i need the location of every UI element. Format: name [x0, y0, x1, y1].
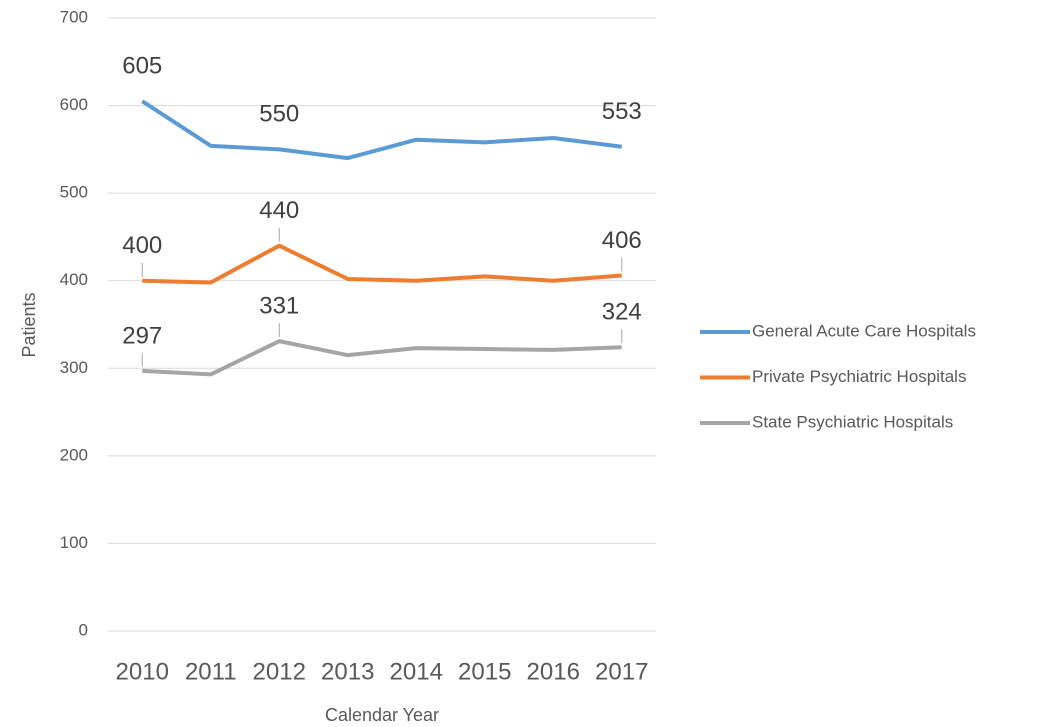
- y-tick-label: 700: [60, 7, 88, 26]
- data-label: 440: [259, 197, 299, 224]
- x-tick-label: 2012: [253, 658, 306, 685]
- x-tick-label: 2016: [527, 658, 580, 685]
- y-tick-label: 400: [60, 270, 88, 289]
- data-label: 324: [602, 299, 642, 326]
- data-label: 605: [122, 53, 162, 80]
- data-label: 406: [602, 227, 642, 254]
- data-label: 297: [122, 322, 162, 349]
- x-axis-title: Calendar Year: [325, 705, 439, 725]
- y-tick-label: 500: [60, 183, 88, 202]
- x-tick-label: 2013: [321, 658, 374, 685]
- data-label: 550: [259, 101, 299, 128]
- data-label: 553: [602, 98, 642, 125]
- data-label: 331: [259, 292, 299, 319]
- data-label: 400: [122, 232, 162, 259]
- x-tick-label: 2017: [595, 658, 648, 685]
- series-line: [142, 339, 622, 377]
- y-tick-label: 100: [60, 533, 88, 552]
- legend-label: General Acute Care Hospitals: [752, 321, 976, 340]
- x-tick-label: 2015: [458, 658, 511, 685]
- x-tick-label: 2014: [390, 658, 443, 685]
- x-tick-label: 2011: [185, 658, 237, 685]
- legend-label: Private Psychiatric Hospitals: [752, 367, 966, 386]
- series-line: [141, 99, 623, 161]
- x-tick-label: 2010: [116, 658, 169, 685]
- y-tick-label: 600: [60, 95, 88, 114]
- y-tick-label: 300: [60, 358, 88, 377]
- y-tick-label: 0: [79, 620, 88, 639]
- y-axis-title: Patients: [19, 292, 39, 357]
- series-line: [142, 243, 622, 285]
- legend-label: State Psychiatric Hospitals: [752, 412, 953, 431]
- y-tick-label: 200: [60, 445, 88, 464]
